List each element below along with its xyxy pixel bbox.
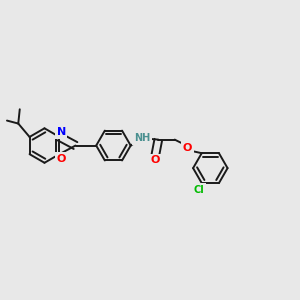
Text: O: O	[150, 155, 159, 165]
Text: N: N	[57, 128, 66, 137]
Text: Cl: Cl	[194, 184, 204, 195]
Text: O: O	[56, 154, 66, 164]
Text: O: O	[182, 143, 192, 153]
Text: NH: NH	[134, 133, 150, 143]
